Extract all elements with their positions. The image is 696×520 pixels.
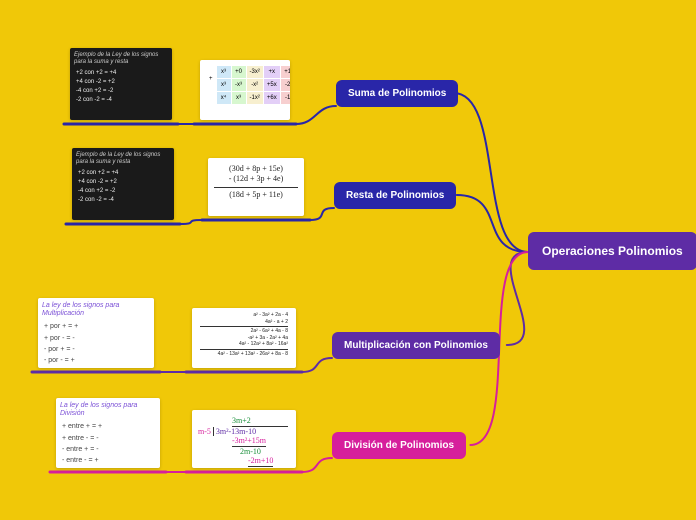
thumb-title: Ejemplo de la Ley de los signos para la … (70, 48, 172, 67)
mult-node[interactable]: Multiplicación con Polinomios (332, 332, 500, 359)
mult-thumb-1[interactable]: La ley de los signos para Multiplicación… (38, 298, 154, 368)
thumb-title: La ley de los signos para Multiplicación (38, 298, 154, 319)
div-node[interactable]: División de Polinomios (332, 432, 466, 459)
suma-thumb-0[interactable]: +x³x³x⁴+0-x³x³-3x²-x²-1x²+x+5x+6x+1-2-1 (200, 60, 290, 120)
thumb-rows: +2 con +2 = +4+4 con -2 = +2-4 con +2 = … (72, 167, 174, 209)
thumb-rows: + por + = ++ por - = -- por + = -- por -… (38, 319, 154, 368)
resta-math: (30d + 8p + 15e)- (12d + 3p + 4e)(18d + … (208, 158, 304, 206)
div-thumb-1[interactable]: La ley de los signos para División+ entr… (56, 398, 160, 468)
resta-thumb-1[interactable]: Ejemplo de la Ley de los signos para la … (72, 148, 174, 220)
thumb-rows: + entre + = ++ entre - = -- entre + = --… (56, 419, 160, 468)
resta-node[interactable]: Resta de Polinomios (334, 182, 456, 209)
root-node[interactable]: Operaciones Polinomios (528, 232, 696, 270)
thumb-rows: +2 con +2 = +4+4 con -2 = +2-4 con +2 = … (70, 67, 172, 109)
mult-thumb-0[interactable]: a² - 3a² + 2a - 44a² - a + 22a² - 6a² + … (192, 308, 296, 368)
suma-thumb-1[interactable]: Ejemplo de la Ley de los signos para la … (70, 48, 172, 120)
div-thumb-0[interactable]: 3m+2m-53m²-13m-10-3m²+15m2m-10-2m+10 (192, 410, 296, 468)
mult-math: a² - 3a² + 2a - 44a² - a + 22a² - 6a² + … (192, 308, 296, 361)
resta-thumb-0[interactable]: (30d + 8p + 15e)- (12d + 3p + 4e)(18d + … (208, 158, 304, 216)
thumb-title: Ejemplo de la Ley de los signos para la … (72, 148, 174, 167)
division-math: 3m+2m-53m²-13m-10-3m²+15m2m-10-2m+10 (192, 410, 296, 468)
suma-node[interactable]: Suma de Polinomios (336, 80, 458, 107)
thumb-title: La ley de los signos para División (56, 398, 160, 419)
sum-table: +x³x³x⁴+0-x³x³-3x²-x²-1x²+x+5x+6x+1-2-1 (200, 60, 290, 110)
